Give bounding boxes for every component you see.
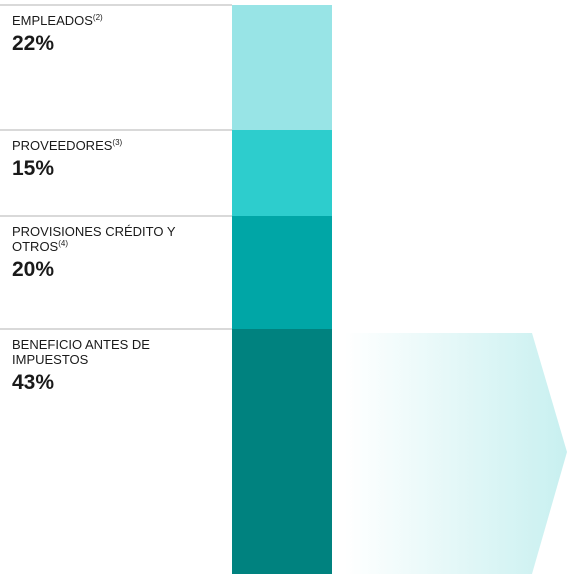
bar-segment bbox=[232, 130, 332, 216]
arrow bbox=[345, 333, 567, 574]
category-text: PROVEEDORES bbox=[12, 138, 113, 154]
value-label: 43% bbox=[12, 371, 55, 395]
category-label: PROVEEDORES(3) bbox=[12, 138, 197, 153]
separator bbox=[0, 4, 232, 6]
category-label: BENEFICIO ANTES DE IMPUESTOS bbox=[12, 337, 197, 367]
category-text: PROVISIONES CRÉDITO Y OTROS bbox=[12, 223, 176, 254]
value-label: 20% bbox=[12, 257, 55, 281]
category-text: BENEFICIO ANTES DE IMPUESTOS bbox=[12, 337, 150, 368]
footnote-ref: (4) bbox=[58, 238, 69, 248]
footnote-ref: (3) bbox=[112, 138, 123, 148]
category-label: EMPLEADOS(2) bbox=[12, 13, 197, 28]
separator bbox=[0, 328, 232, 331]
separator bbox=[0, 129, 232, 132]
bar-segment bbox=[232, 329, 332, 574]
value-label: 22% bbox=[12, 32, 55, 55]
separator bbox=[0, 214, 232, 217]
category-label: PROVISIONES CRÉDITO Y OTROS(4) bbox=[12, 224, 197, 254]
bar-segment bbox=[232, 215, 332, 330]
category-text: EMPLEADOS bbox=[12, 13, 93, 28]
value-label: 15% bbox=[12, 157, 55, 181]
bar-segment bbox=[232, 5, 332, 131]
footnote-ref: (2) bbox=[92, 13, 103, 22]
